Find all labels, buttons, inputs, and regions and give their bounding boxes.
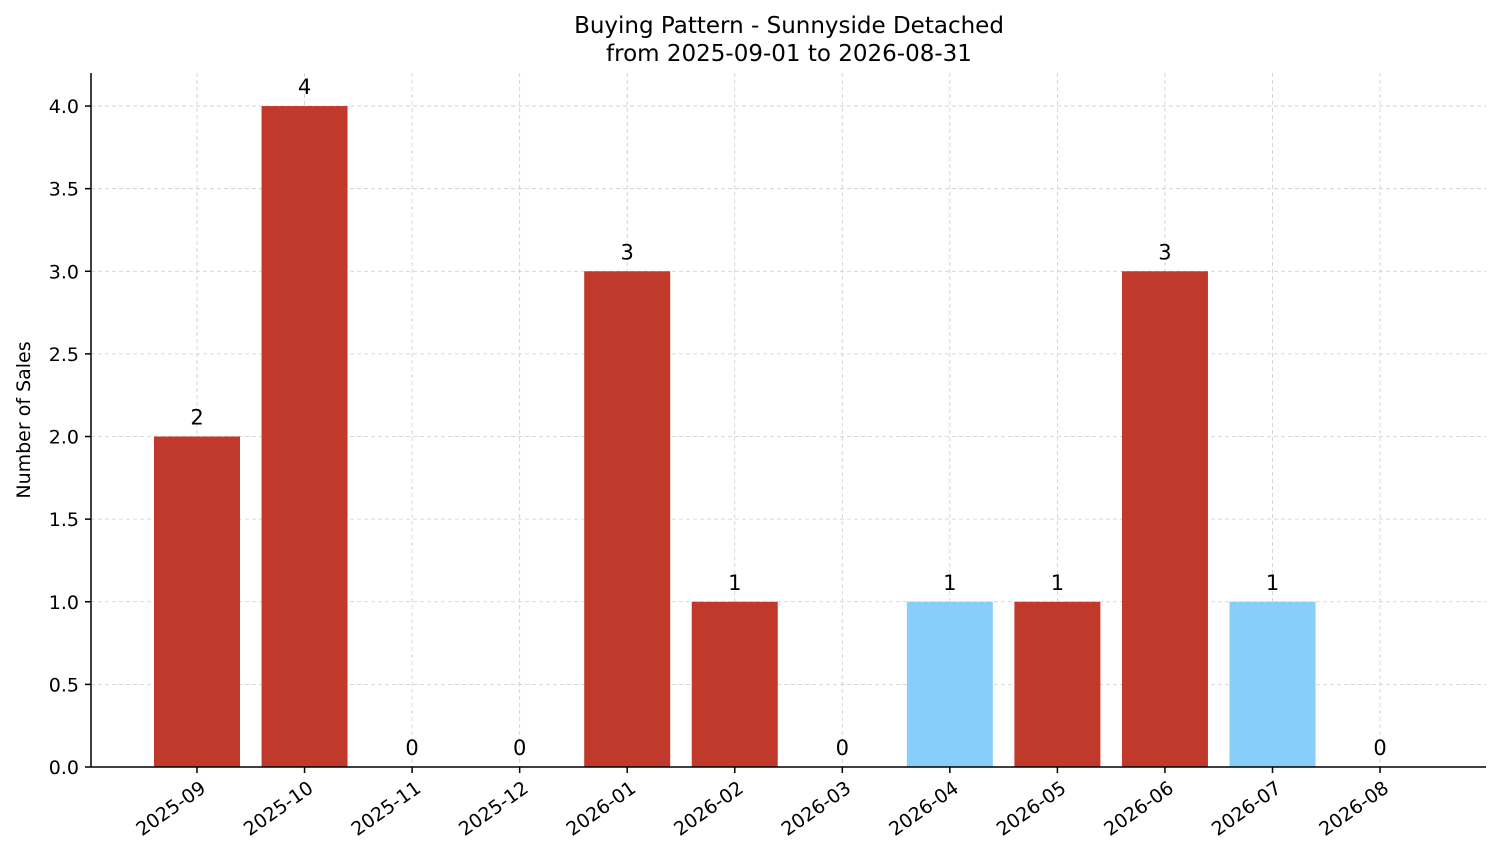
bar <box>1121 271 1208 767</box>
bar-value-label: 1 <box>1266 571 1279 595</box>
y-tick-label: 0.0 <box>49 757 79 779</box>
bar-value-label: 0 <box>836 736 849 760</box>
bar-value-label: 3 <box>1158 240 1171 264</box>
bar <box>1229 601 1316 767</box>
bar <box>261 106 348 768</box>
bar <box>584 271 671 767</box>
y-tick-label: 3.0 <box>49 261 79 283</box>
x-tick-label: 2026-05 <box>993 777 1071 841</box>
y-tick-label: 3.5 <box>49 179 79 201</box>
bar-value-label: 1 <box>1051 571 1064 595</box>
y-tick-label: 0.5 <box>49 674 79 696</box>
bar-value-label: 2 <box>190 406 203 430</box>
x-tick-label: 2025-09 <box>132 777 210 841</box>
bar <box>691 601 778 767</box>
x-tick-label: 2026-04 <box>885 777 963 841</box>
bar-value-label: 0 <box>513 736 526 760</box>
bar <box>906 601 993 767</box>
x-tick-label: 2025-11 <box>347 777 425 841</box>
y-axis-label: Number of Sales <box>13 341 35 498</box>
x-tick-label: 2026-07 <box>1208 777 1286 841</box>
y-ticks: 0.0 0.5 1.0 1.5 2.0 2.5 3.0 3.5 4.0 <box>49 96 91 779</box>
bars <box>154 106 1316 768</box>
x-tick-label: 2025-12 <box>455 777 533 841</box>
y-tick-label: 2.0 <box>49 427 79 449</box>
x-ticks: 2025-09 2025-10 2025-11 2025-12 2026-01 2026-… <box>132 767 1393 841</box>
chart-title: Buying Pattern - Sunnyside Detached <box>574 13 1004 39</box>
x-tick-label: 2026-08 <box>1315 777 1393 841</box>
bar-value-label: 1 <box>728 571 741 595</box>
y-tick-label: 4.0 <box>49 96 79 118</box>
bar-value-label: 3 <box>621 240 634 264</box>
bar-value-label: 0 <box>1373 736 1386 760</box>
x-tick-label: 2025-10 <box>240 777 318 841</box>
data-labels: 2 4 0 0 3 1 0 1 1 3 1 0 <box>190 75 1386 760</box>
bar-value-label: 4 <box>298 75 311 99</box>
bar-value-label: 1 <box>943 571 956 595</box>
bar <box>1014 601 1101 767</box>
y-tick-label: 1.0 <box>49 592 79 614</box>
y-tick-label: 2.5 <box>49 344 79 366</box>
x-tick-label: 2026-03 <box>778 777 856 841</box>
y-tick-label: 1.5 <box>49 509 79 531</box>
bar <box>154 436 240 767</box>
x-tick-label: 2026-06 <box>1100 777 1178 841</box>
bar-value-label: 0 <box>405 736 418 760</box>
x-tick-label: 2026-01 <box>562 777 640 841</box>
chart-subtitle: from 2025-09-01 to 2026-08-31 <box>606 41 972 67</box>
x-tick-label: 2026-02 <box>670 777 748 841</box>
